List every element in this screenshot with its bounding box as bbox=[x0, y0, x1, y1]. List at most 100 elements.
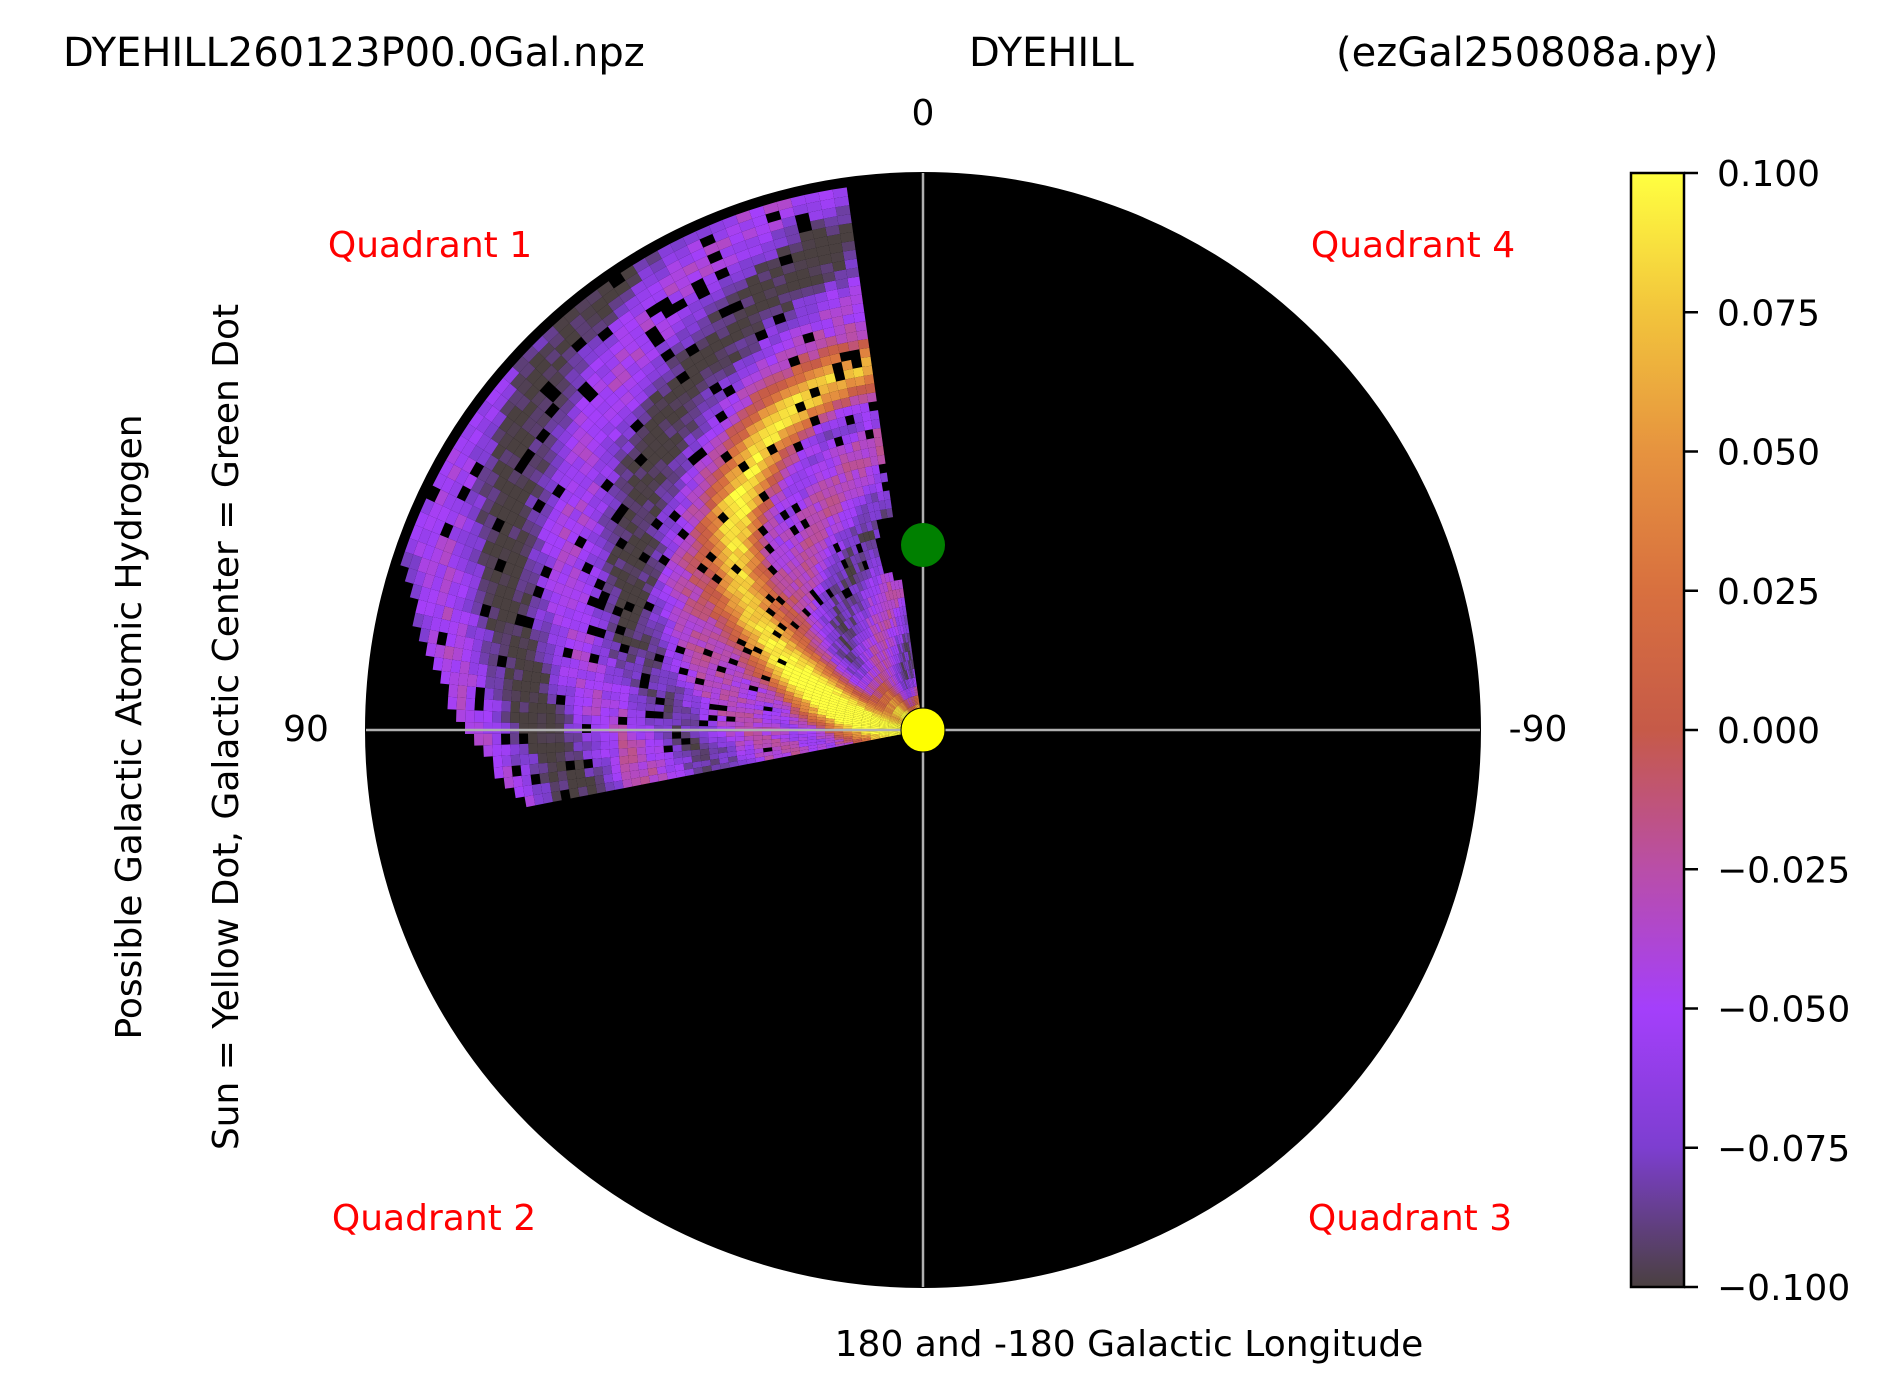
heatmap-cell bbox=[850, 604, 859, 615]
heatmap-cell bbox=[519, 743, 529, 755]
heatmap-cell bbox=[868, 483, 877, 494]
heatmap-cell bbox=[690, 749, 701, 757]
heatmap-cell bbox=[872, 678, 880, 687]
heatmap-cell bbox=[431, 518, 446, 535]
heatmap-cell bbox=[593, 472, 607, 487]
heatmap-cell bbox=[844, 577, 853, 588]
heatmap-cell bbox=[642, 273, 659, 289]
heatmap-cell bbox=[631, 604, 644, 616]
heatmap-cell bbox=[851, 441, 861, 452]
heatmap-cell bbox=[888, 732, 898, 734]
heatmap-cell bbox=[688, 406, 702, 420]
heatmap-cell bbox=[692, 651, 703, 660]
heatmap-cell bbox=[689, 527, 702, 540]
heatmap-cell bbox=[811, 638, 821, 647]
heatmap-cell bbox=[742, 538, 754, 550]
heatmap-cell bbox=[591, 732, 601, 742]
heatmap-cell bbox=[875, 574, 883, 585]
heatmap-cell bbox=[751, 596, 762, 607]
heatmap-cell bbox=[891, 655, 897, 665]
heatmap-cell bbox=[813, 552, 824, 563]
heatmap-cell bbox=[461, 517, 476, 534]
heatmap-cell bbox=[751, 291, 767, 304]
heatmap-cell bbox=[526, 508, 541, 524]
heatmap-cell bbox=[634, 623, 646, 634]
heatmap-cell bbox=[529, 406, 545, 423]
heatmap-cell bbox=[759, 572, 770, 584]
heatmap-cell bbox=[910, 697, 915, 706]
heatmap-cell bbox=[740, 595, 752, 606]
heatmap-cell bbox=[580, 305, 597, 322]
heatmap-cell bbox=[615, 597, 627, 610]
heatmap-cell bbox=[796, 429, 808, 441]
heatmap-cell bbox=[468, 445, 484, 462]
heatmap-cell bbox=[870, 734, 880, 738]
heatmap-cell bbox=[646, 593, 659, 605]
heatmap-cell bbox=[668, 671, 679, 680]
heatmap-cell bbox=[609, 740, 619, 750]
heatmap-cell bbox=[658, 676, 669, 685]
heatmap-cell bbox=[594, 486, 608, 501]
heatmap-cell bbox=[569, 619, 581, 632]
heatmap-cell bbox=[736, 531, 748, 543]
heatmap-cell bbox=[867, 530, 876, 541]
heatmap-cell bbox=[807, 434, 819, 447]
heatmap-cell bbox=[769, 431, 782, 444]
heatmap-cell bbox=[751, 581, 762, 592]
heatmap-cell bbox=[780, 731, 790, 735]
heatmap-cell bbox=[535, 358, 552, 375]
heatmap-cell bbox=[785, 686, 796, 694]
heatmap-cell bbox=[546, 723, 556, 734]
heatmap-cell bbox=[835, 333, 848, 345]
heatmap-cell bbox=[860, 695, 870, 701]
heatmap-cell bbox=[712, 681, 723, 689]
heatmap-cell bbox=[911, 677, 915, 688]
heatmap-cell bbox=[477, 663, 488, 677]
heatmap-cell bbox=[890, 599, 896, 609]
heatmap-cell bbox=[508, 600, 521, 614]
heatmap-cell bbox=[556, 685, 567, 696]
heatmap-cell bbox=[849, 432, 859, 443]
heatmap-cell bbox=[627, 474, 641, 488]
heatmap-cell bbox=[784, 539, 795, 550]
heatmap-cell bbox=[602, 407, 618, 422]
heatmap-cell bbox=[712, 228, 729, 243]
heatmap-cell bbox=[898, 682, 904, 691]
heatmap-cell bbox=[900, 615, 906, 625]
heatmap-cell bbox=[879, 698, 888, 705]
heatmap-cell bbox=[625, 272, 643, 289]
heatmap-cell bbox=[573, 484, 587, 500]
heatmap-cell bbox=[842, 405, 854, 417]
heatmap-cell bbox=[810, 274, 824, 286]
heatmap-cell bbox=[759, 633, 770, 642]
heatmap-cell bbox=[495, 666, 506, 679]
heatmap-cell bbox=[657, 418, 672, 432]
heatmap-cell bbox=[654, 445, 669, 459]
heatmap-cell bbox=[735, 740, 745, 747]
heatmap-cell bbox=[635, 597, 647, 609]
heatmap-cell bbox=[766, 295, 781, 309]
heatmap-cell bbox=[889, 718, 899, 723]
heatmap-cell bbox=[749, 680, 760, 688]
heatmap-cell bbox=[663, 516, 676, 529]
heatmap-cell bbox=[895, 694, 903, 703]
heatmap-cell bbox=[728, 614, 739, 625]
heatmap-cell bbox=[894, 696, 901, 704]
heatmap-cell bbox=[765, 579, 777, 590]
heatmap-cell bbox=[404, 538, 419, 555]
heatmap-cell bbox=[862, 619, 870, 629]
heatmap-cell bbox=[611, 683, 622, 693]
heatmap-cell bbox=[641, 445, 655, 460]
heatmap-cell bbox=[779, 520, 790, 532]
heatmap-cell bbox=[816, 730, 826, 734]
heatmap-cell bbox=[436, 591, 449, 607]
heatmap-cell bbox=[884, 707, 893, 713]
heatmap-cell bbox=[843, 724, 853, 727]
heatmap-cell bbox=[506, 575, 520, 590]
heatmap-cell bbox=[747, 600, 759, 611]
heatmap-cell bbox=[657, 243, 675, 259]
heatmap-cell bbox=[836, 581, 845, 592]
heatmap-cell bbox=[876, 675, 884, 684]
heatmap-cell bbox=[873, 566, 880, 577]
heatmap-cell bbox=[471, 638, 484, 653]
